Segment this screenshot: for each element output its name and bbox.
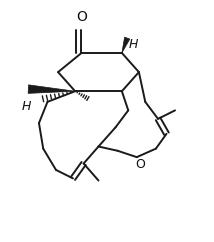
Text: H: H xyxy=(129,38,138,51)
Text: O: O xyxy=(135,158,145,171)
Polygon shape xyxy=(28,85,75,93)
Polygon shape xyxy=(122,37,130,53)
Text: O: O xyxy=(76,10,87,24)
Text: H: H xyxy=(22,100,31,113)
